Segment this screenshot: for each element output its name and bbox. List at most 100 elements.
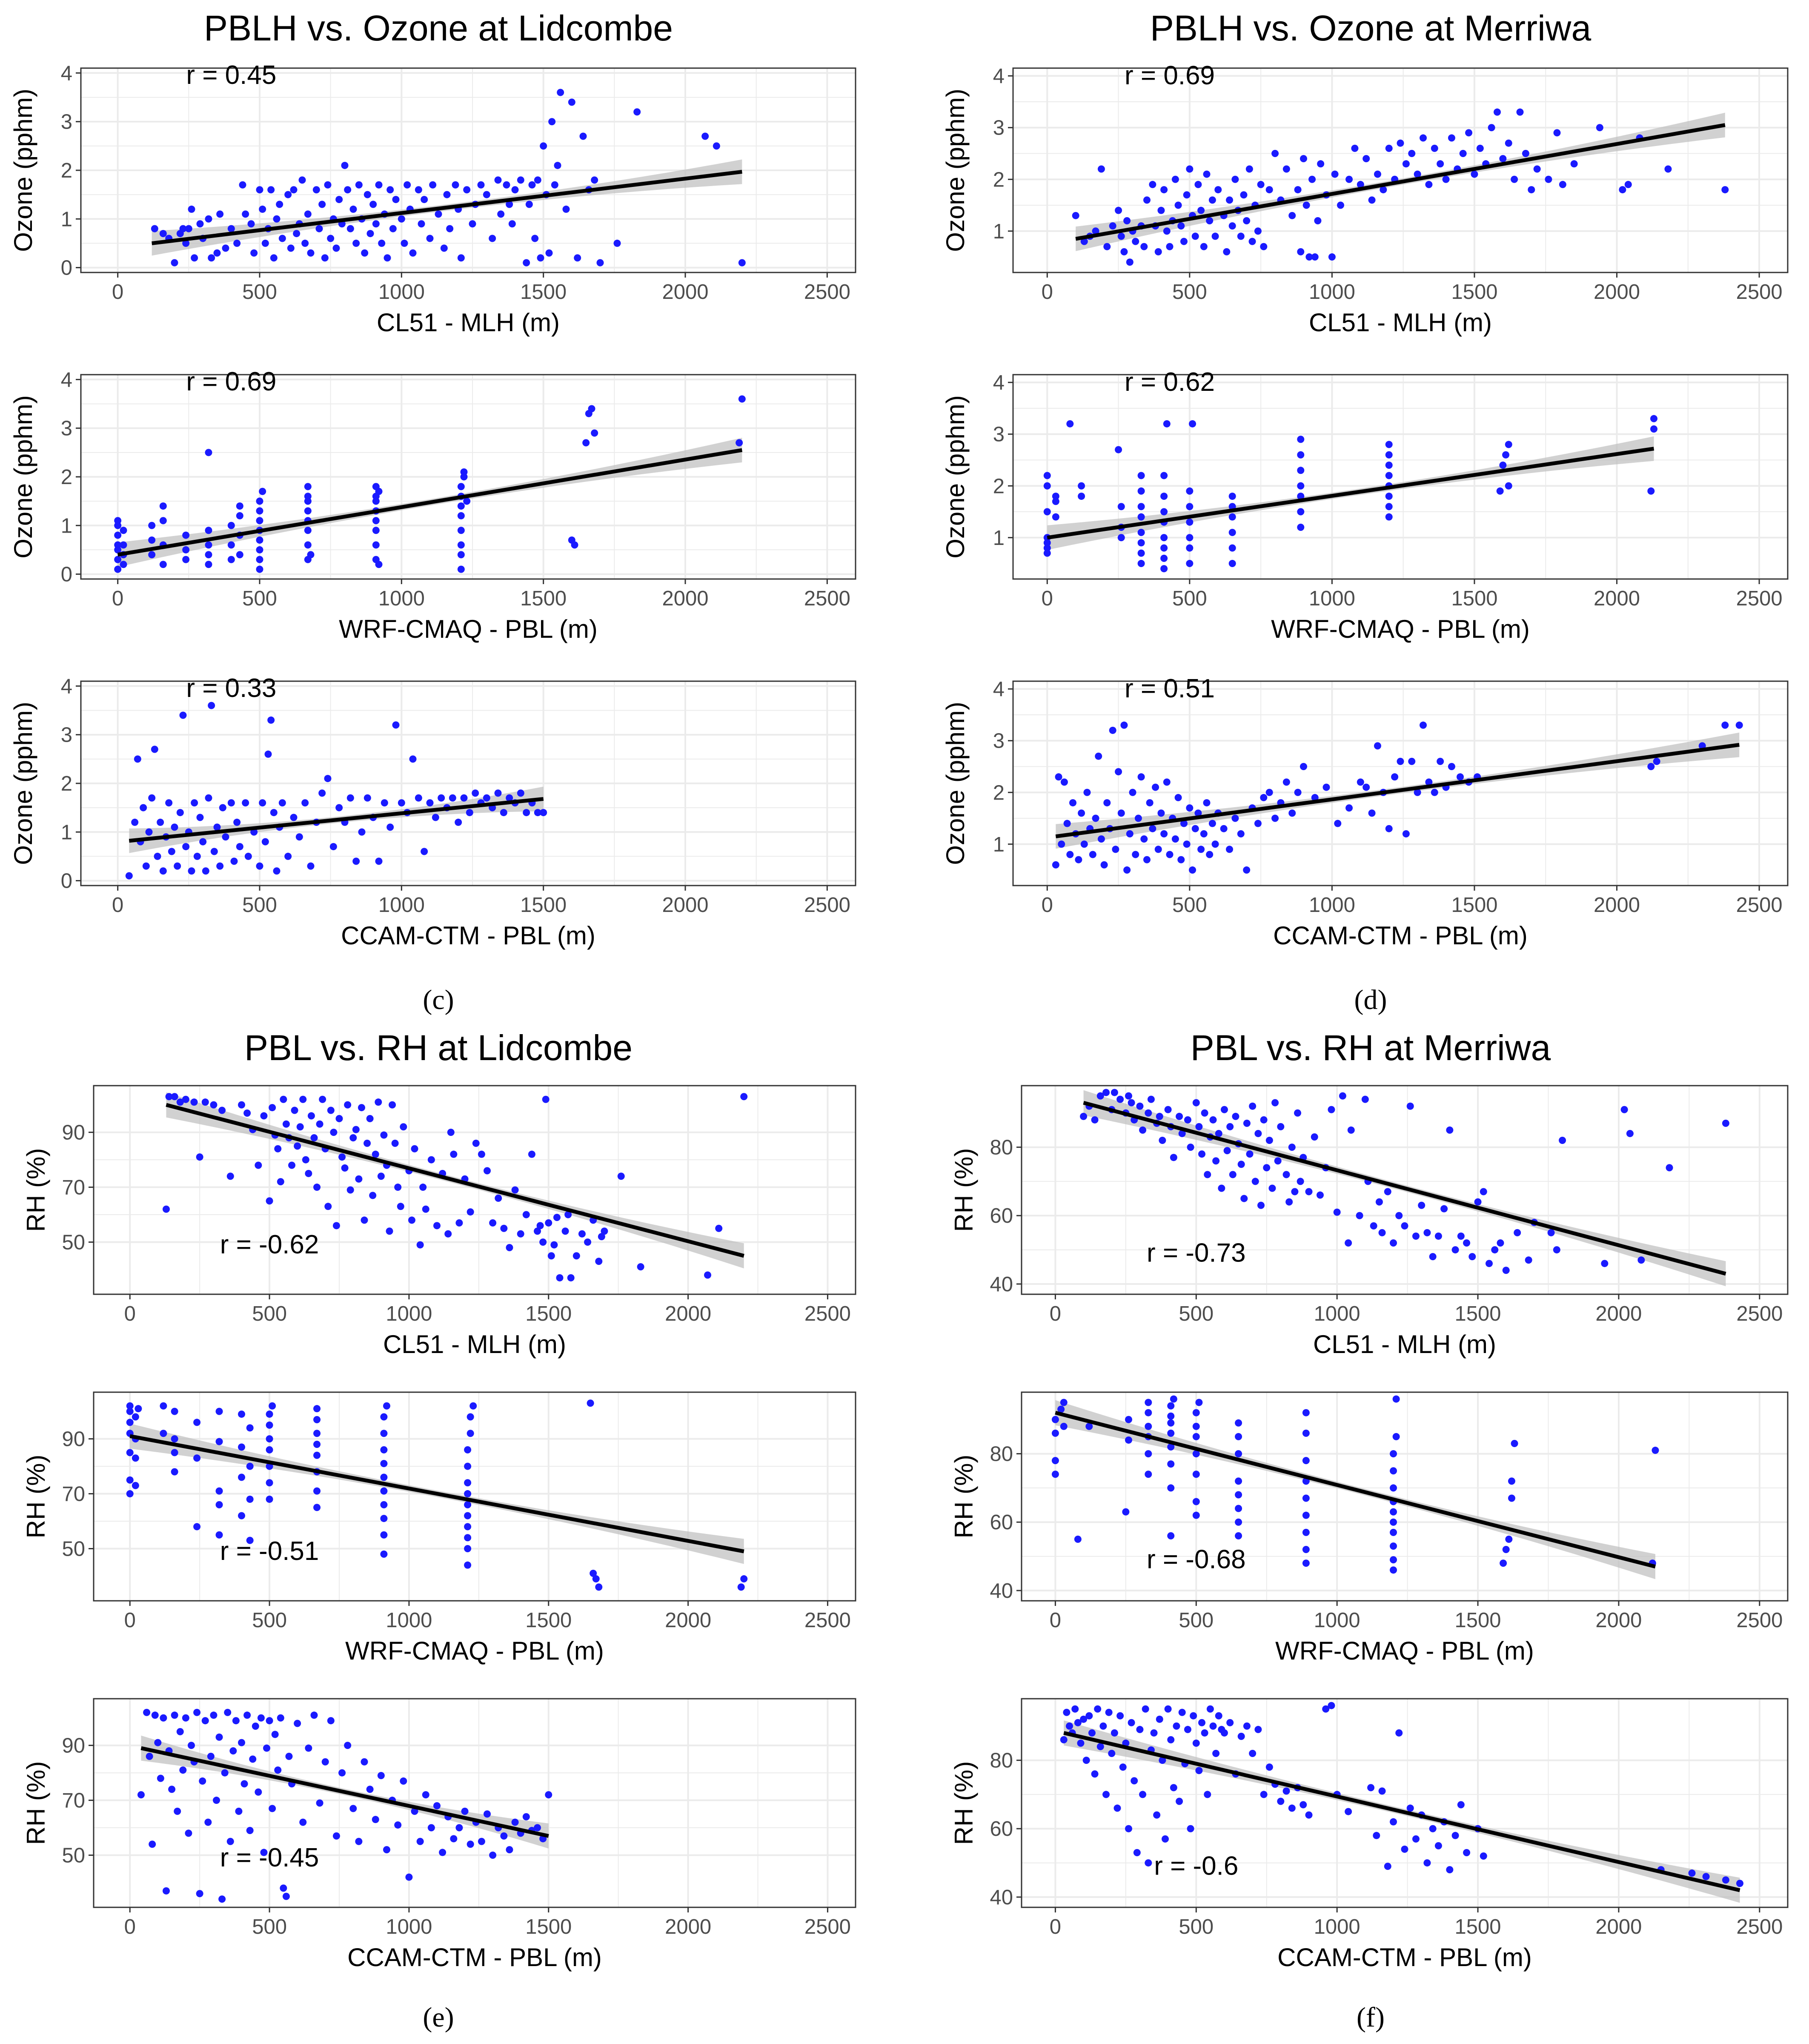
- data-point: [1167, 1412, 1175, 1420]
- data-point: [369, 1192, 377, 1199]
- data-point: [523, 259, 530, 267]
- data-point: [304, 210, 312, 218]
- data-point: [1111, 1089, 1118, 1096]
- data-point: [531, 235, 539, 242]
- data-point: [497, 210, 505, 218]
- data-point: [551, 181, 558, 189]
- data-point: [438, 794, 445, 802]
- data-point: [1192, 1739, 1200, 1747]
- data-point: [377, 1772, 385, 1780]
- data-point: [1553, 129, 1561, 137]
- data-point: [1314, 217, 1322, 224]
- plot-border: [93, 1698, 856, 1908]
- data-point: [290, 186, 298, 194]
- data-point: [1249, 1750, 1257, 1757]
- data-point: [1471, 170, 1478, 178]
- data-point: [243, 1711, 251, 1719]
- data-point: [215, 1487, 223, 1495]
- data-point: [126, 1449, 134, 1456]
- x-tick-label: 1500: [1451, 587, 1497, 610]
- data-point: [1080, 238, 1088, 245]
- panel-label-f: (f): [1357, 2002, 1385, 2033]
- data-point: [171, 823, 178, 831]
- data-point: [478, 1838, 485, 1845]
- data-point: [1228, 493, 1236, 500]
- data-point: [238, 1101, 246, 1109]
- data-point: [159, 502, 167, 510]
- data-point: [500, 1224, 508, 1232]
- data-point: [1297, 467, 1305, 474]
- data-point: [391, 1139, 399, 1147]
- regression-line: [1047, 447, 1654, 540]
- panel-label-d: (d): [1354, 984, 1387, 1015]
- data-point: [517, 789, 524, 797]
- data-point: [457, 512, 465, 519]
- data-point: [335, 196, 343, 204]
- data-point: [299, 1818, 307, 1826]
- data-point: [1297, 436, 1305, 443]
- data-point: [1192, 1422, 1200, 1430]
- x-tick-label: 1500: [1455, 1915, 1501, 1938]
- data-point: [415, 794, 422, 802]
- data-point: [405, 1873, 413, 1881]
- data-point: [238, 1474, 246, 1481]
- data-point: [1085, 1422, 1093, 1430]
- plot-border: [93, 1391, 856, 1602]
- regression-line: [1055, 1410, 1656, 1569]
- data-point: [484, 1810, 491, 1818]
- data-point: [1361, 1095, 1369, 1103]
- data-point: [503, 181, 510, 189]
- data-point: [298, 176, 306, 184]
- data-point: [1480, 1852, 1487, 1860]
- data-point: [1302, 1457, 1310, 1465]
- data-point: [463, 186, 471, 194]
- data-point: [349, 1134, 357, 1141]
- data-point: [584, 1238, 592, 1246]
- y-tick-label: 50: [62, 1538, 85, 1561]
- data-point: [1328, 1702, 1335, 1709]
- data-point: [467, 1840, 474, 1848]
- data-point: [114, 517, 122, 525]
- data-point: [1145, 1859, 1152, 1867]
- data-point: [1412, 1232, 1420, 1240]
- x-tick-label: 0: [124, 1609, 136, 1632]
- correlation-label: r = 0.51: [1125, 674, 1215, 703]
- x-tick-label: 500: [252, 1302, 287, 1325]
- data-point: [274, 1766, 282, 1774]
- data-point: [1125, 1416, 1132, 1423]
- regression-line: [1055, 743, 1740, 839]
- data-point: [210, 848, 218, 855]
- data-point: [1722, 1876, 1729, 1884]
- regression-line: [140, 1746, 549, 1838]
- data-point: [151, 225, 158, 232]
- data-point: [1173, 1722, 1180, 1730]
- data-point: [567, 1274, 575, 1281]
- data-point: [534, 809, 541, 817]
- data-point: [457, 254, 465, 262]
- y-tick-label: 70: [62, 1789, 85, 1812]
- data-point: [386, 823, 394, 831]
- data-point: [1257, 1201, 1265, 1209]
- data-point: [267, 186, 275, 194]
- data-point: [737, 1583, 745, 1591]
- data-point: [464, 1512, 472, 1519]
- data-point: [1505, 1535, 1513, 1543]
- data-point: [1167, 1443, 1175, 1451]
- data-point: [1322, 1705, 1330, 1713]
- data-point: [1235, 1532, 1242, 1539]
- data-point: [548, 118, 556, 126]
- data-point: [212, 1797, 220, 1804]
- data-point: [188, 205, 195, 213]
- x-tick-label: 2000: [662, 587, 708, 610]
- data-point: [1502, 1267, 1510, 1274]
- data-point: [1215, 1130, 1222, 1137]
- data-point: [554, 162, 561, 169]
- data-point: [1437, 757, 1444, 765]
- data-point: [1735, 721, 1743, 729]
- data-point: [1254, 227, 1262, 235]
- data-point: [233, 239, 241, 247]
- data-point: [1390, 1484, 1397, 1492]
- data-point: [321, 1758, 329, 1766]
- data-point: [477, 181, 485, 189]
- data-point: [457, 551, 465, 559]
